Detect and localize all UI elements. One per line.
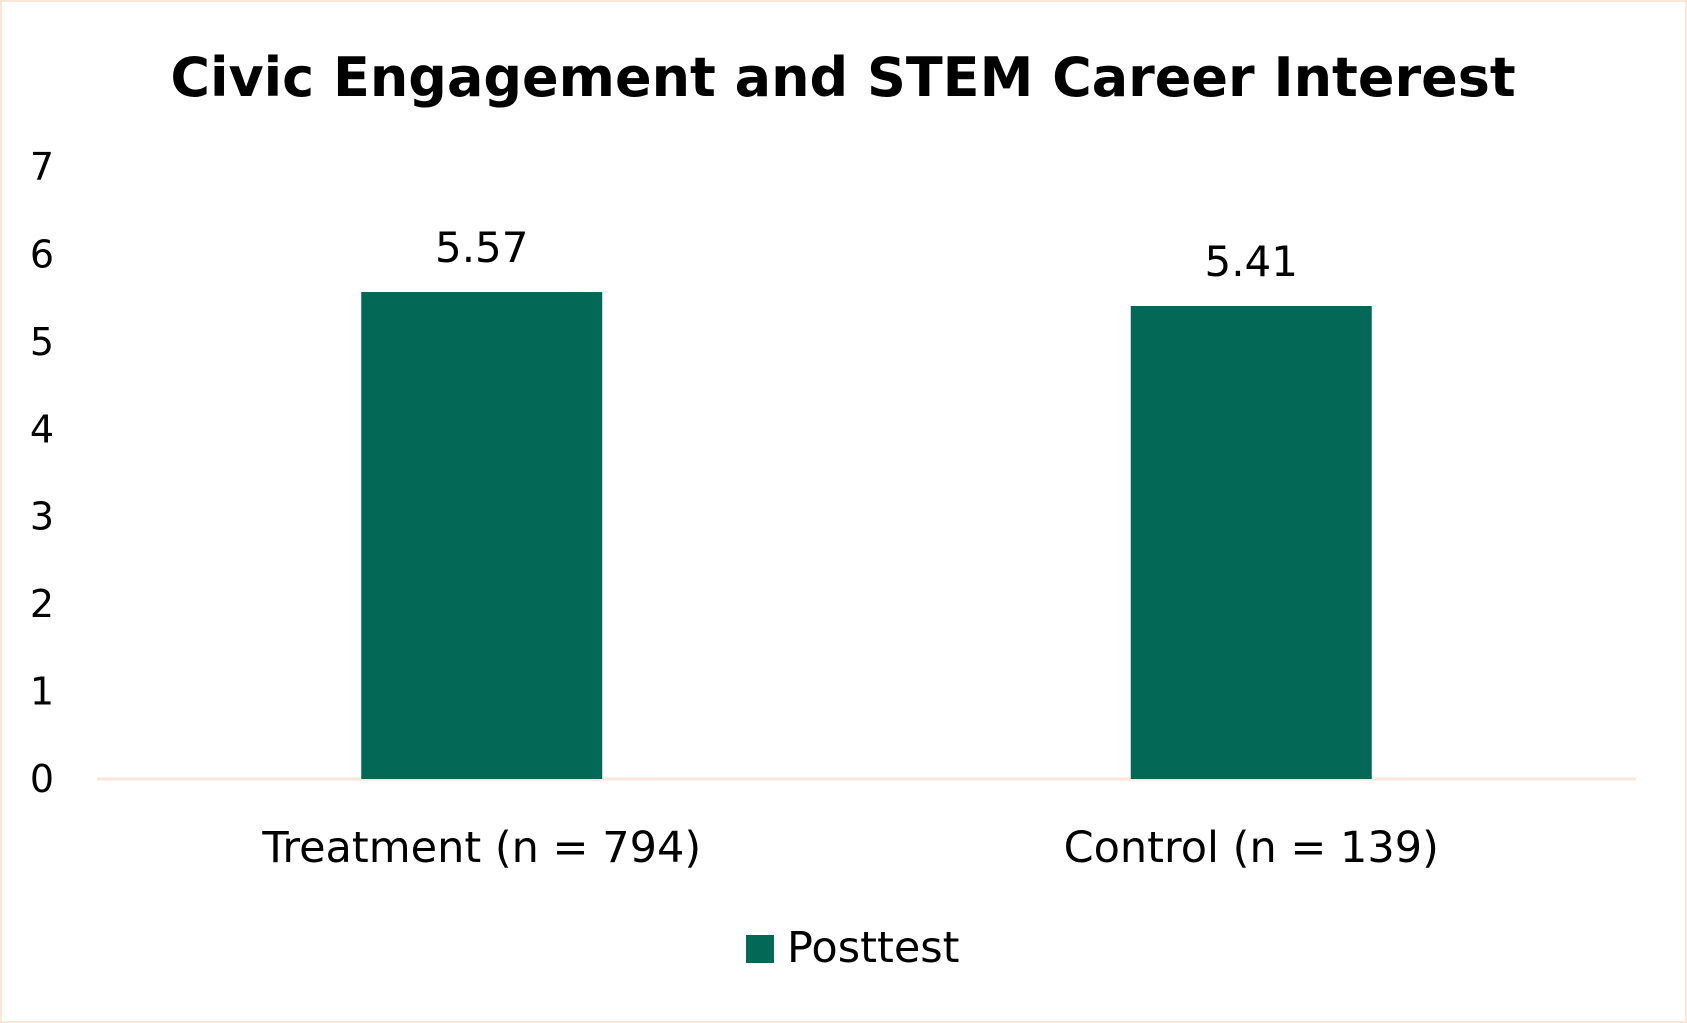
legend: Posttest bbox=[746, 923, 960, 973]
data-label: 5.41 bbox=[1204, 237, 1298, 286]
legend-swatch bbox=[746, 935, 774, 963]
y-tick-label: 2 bbox=[30, 582, 54, 626]
bar bbox=[1130, 306, 1372, 779]
category-label: Treatment (n = 794) bbox=[261, 823, 701, 873]
y-axis-ticks: 0 1 2 3 4 5 6 7 bbox=[30, 145, 54, 801]
y-tick-label: 3 bbox=[30, 495, 54, 539]
legend-label: Posttest bbox=[787, 923, 960, 973]
bars bbox=[361, 292, 1372, 779]
y-tick-label: 7 bbox=[30, 145, 54, 189]
y-tick-label: 5 bbox=[30, 320, 54, 364]
y-tick-label: 4 bbox=[30, 407, 54, 451]
x-axis-categories: Treatment (n = 794) Control (n = 139) bbox=[261, 823, 1439, 873]
y-tick-label: 0 bbox=[30, 757, 54, 801]
bar bbox=[361, 292, 603, 779]
y-tick-label: 1 bbox=[30, 670, 54, 714]
category-label: Control (n = 139) bbox=[1064, 823, 1439, 873]
data-label: 5.57 bbox=[435, 223, 529, 272]
chart-title: Civic Engagement and STEM Career Interes… bbox=[170, 46, 1515, 109]
data-labels: 5.57 5.41 bbox=[435, 223, 1298, 286]
y-tick-label: 6 bbox=[30, 232, 54, 276]
